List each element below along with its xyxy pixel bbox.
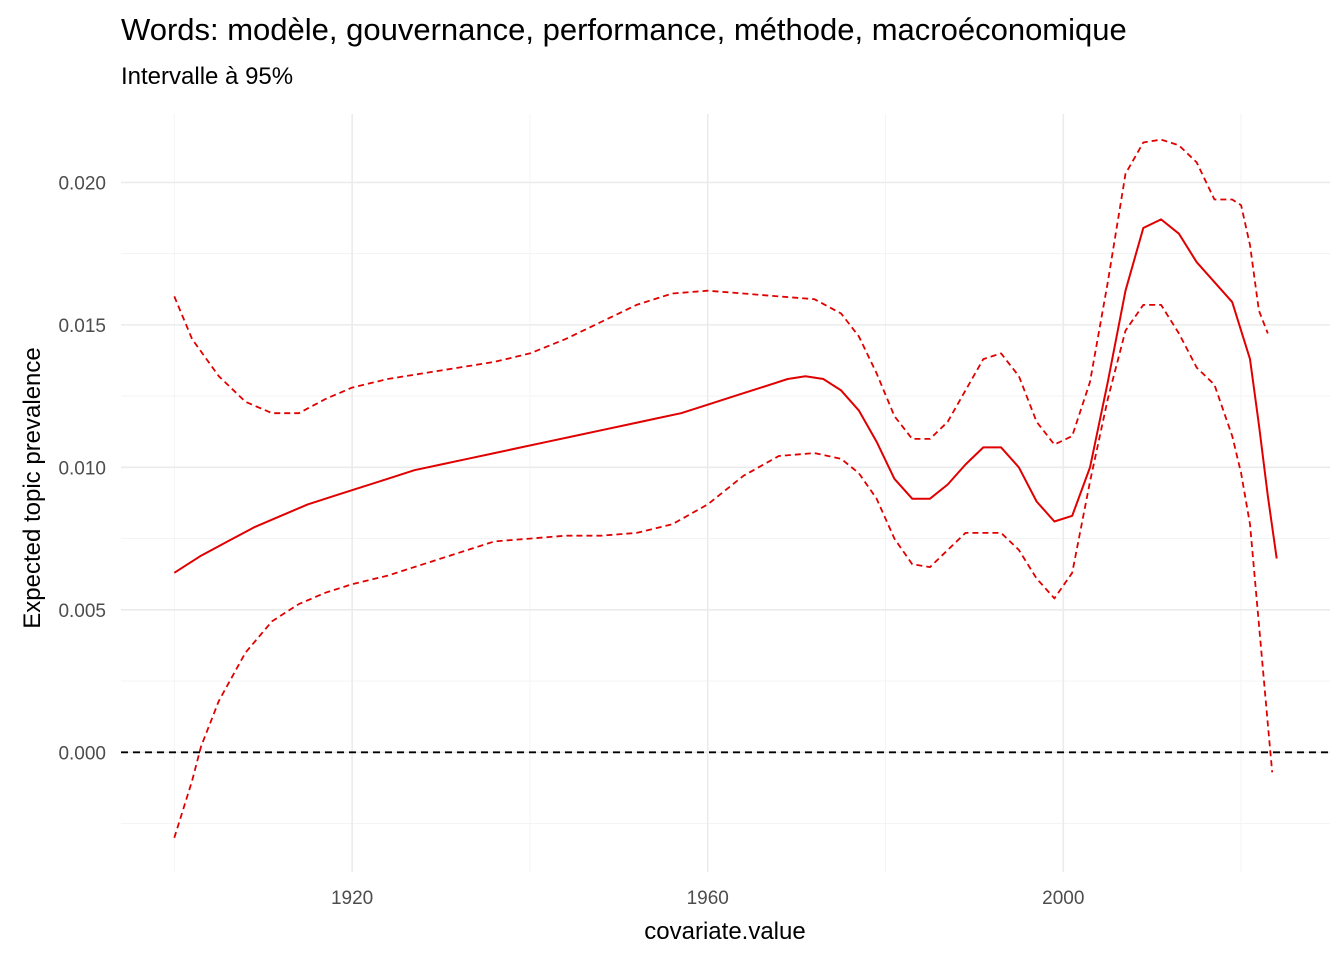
x-tick-labels: 1920 1960 2000 [331,888,1084,909]
grid [121,114,1330,872]
chart-subtitle: Intervalle à 95% [121,63,293,90]
x-tick-label: 1960 [687,888,729,909]
y-tick-label: 0.000 [58,743,106,764]
y-tick-label: 0.020 [58,173,106,194]
y-tick-label: 0.005 [58,601,106,622]
chart-title: Words: modèle, gouvernance, performance,… [121,12,1127,47]
y-tick-label: 0.015 [58,316,106,337]
y-tick-label: 0.010 [58,458,106,479]
y-tick-labels: 0.000 0.005 0.010 0.015 0.020 [58,173,106,764]
upper-ci-line [173,138,1269,446]
x-tick-label: 1920 [331,888,373,909]
x-tick-label: 2000 [1042,888,1084,909]
estimate-line [173,218,1278,574]
x-axis-label: covariate.value [644,918,805,945]
lower-ci-line [173,304,1274,839]
y-axis-label: Expected topic prevalence [19,347,46,629]
series-group [173,138,1278,839]
